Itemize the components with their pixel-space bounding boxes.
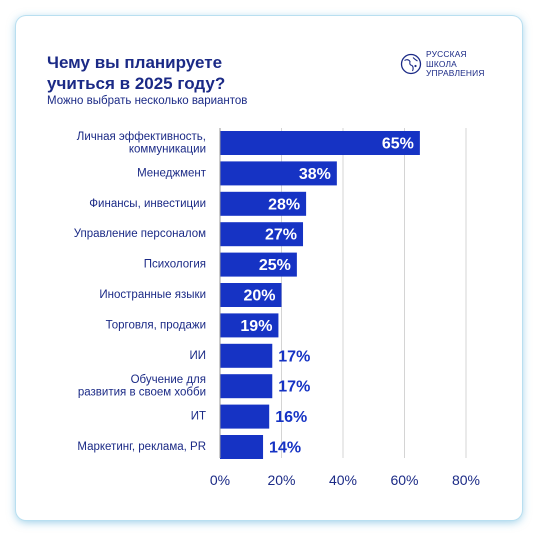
category-label: коммуникации (129, 143, 206, 155)
data-label: 38% (299, 166, 331, 183)
data-label: 20% (243, 288, 275, 305)
bar (220, 161, 337, 186)
data-label: 17% (278, 348, 310, 365)
chart-subtitle: Можно выбрать несколько вариантов (47, 95, 248, 107)
chart-title: Чему вы планируете учиться в 2025 году? (47, 53, 226, 93)
logo-line: РУССКАЯ (426, 49, 467, 59)
bar (220, 283, 282, 307)
category-label: ИТ (191, 411, 206, 423)
globe-emblem-icon (400, 54, 422, 75)
tick-label: 60% (390, 472, 418, 488)
tick-label: 40% (329, 472, 357, 488)
logo-line: УПРАВЛЕНИЯ (426, 68, 485, 78)
category-label: развития в своем хобби (78, 386, 206, 398)
category-label: Иностранные языки (99, 289, 206, 301)
data-label: 28% (268, 196, 300, 213)
data-label: 19% (240, 318, 272, 335)
category-label: Обучение для (131, 374, 206, 386)
tick-label: 20% (267, 472, 295, 488)
bar (220, 313, 279, 338)
logo-line: ШКОЛА (426, 58, 457, 69)
category-label: Управление персоналом (74, 228, 206, 240)
bar (220, 435, 264, 459)
data-label: 25% (259, 257, 291, 274)
bar (220, 343, 273, 368)
data-label: 14% (269, 440, 301, 457)
category-label: Торговля, продажи (106, 319, 206, 331)
bar (220, 404, 270, 429)
bar (220, 374, 273, 399)
data-label: 27% (265, 227, 297, 244)
category-label: Маркетинг, реклама, PR (77, 441, 206, 453)
school-logo: РУССКАЯ ШКОЛА УПРАВЛЕНИЯ (400, 49, 485, 79)
tick-label: 80% (452, 472, 480, 488)
category-label: Личная эффективность, (77, 131, 206, 143)
category-label: ИИ (189, 350, 206, 362)
data-label: 16% (275, 409, 307, 426)
category-label: Финансы, инвестиции (89, 198, 206, 210)
bar (220, 252, 297, 277)
tick-label: 0% (210, 472, 230, 488)
bar (220, 191, 307, 216)
bar (220, 131, 420, 155)
bar (220, 222, 304, 247)
data-label: 65% (382, 136, 414, 153)
logo-text: РУССКАЯ ШКОЛА УПРАВЛЕНИЯ (426, 49, 485, 79)
category-label: Психология (144, 259, 206, 271)
data-label: 17% (278, 379, 310, 396)
category-label: Менеджмент (137, 167, 207, 179)
